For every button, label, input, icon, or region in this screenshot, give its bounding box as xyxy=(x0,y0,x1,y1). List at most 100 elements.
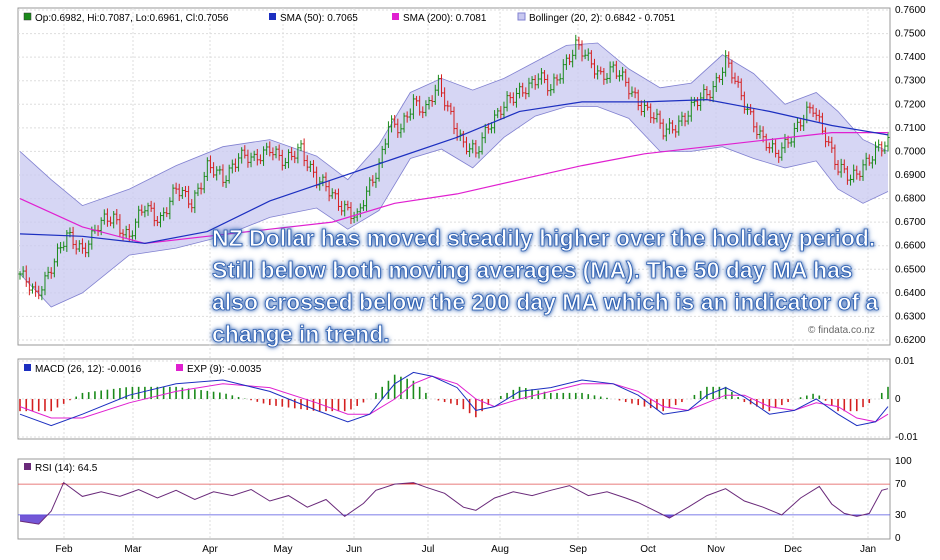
candle xyxy=(468,143,472,157)
candle xyxy=(383,138,387,155)
candle xyxy=(190,199,194,213)
candle xyxy=(886,131,890,152)
candle xyxy=(262,146,266,166)
candle xyxy=(711,80,715,103)
candle xyxy=(237,153,241,172)
watermark: © findata.co.nz xyxy=(808,325,875,336)
month-tick-label: May xyxy=(274,544,293,555)
candle xyxy=(514,87,518,108)
candle xyxy=(27,277,31,296)
bollinger-lower xyxy=(19,106,889,308)
candle xyxy=(112,211,116,229)
legend-macd: MACD (26, 12): -0.0016 xyxy=(35,364,142,375)
rsi-legend: RSI (14): 64.5 xyxy=(24,463,98,474)
candle xyxy=(530,76,534,89)
candle xyxy=(714,72,718,92)
candle xyxy=(758,125,762,139)
candle xyxy=(883,141,887,154)
candle xyxy=(371,175,375,187)
candle xyxy=(46,266,50,280)
candle xyxy=(568,54,572,66)
candle xyxy=(418,95,422,116)
candle xyxy=(721,67,725,86)
candle xyxy=(34,281,38,297)
candle xyxy=(808,102,812,114)
rsi-line xyxy=(19,481,889,525)
candle xyxy=(639,100,643,116)
candle xyxy=(71,226,75,250)
candle xyxy=(199,182,203,195)
annotation-text: NZ Dollar has moved steadily higher over… xyxy=(212,225,879,348)
candle xyxy=(671,120,675,134)
candle xyxy=(346,200,350,211)
candle xyxy=(583,49,587,60)
candle xyxy=(617,70,621,82)
candle xyxy=(336,188,340,211)
candle xyxy=(508,92,512,104)
rsi-series xyxy=(18,481,890,525)
candle xyxy=(321,174,325,187)
legend-ohlc: Op:0.6982, Hi:0.7087, Lo:0.6961, Cl:0.70… xyxy=(35,13,229,24)
candle xyxy=(396,118,400,138)
candle xyxy=(146,202,150,216)
candle xyxy=(702,84,706,102)
candle xyxy=(574,34,578,60)
candle xyxy=(452,106,456,135)
candle xyxy=(630,86,634,97)
candle xyxy=(686,110,690,125)
candle xyxy=(724,50,728,77)
candle xyxy=(287,149,291,169)
price-tick-label: 0.6700 xyxy=(895,217,926,228)
macd-tick-label: 0 xyxy=(895,394,901,405)
candle xyxy=(290,147,294,161)
candle xyxy=(162,207,166,221)
candle xyxy=(230,159,234,174)
candle xyxy=(496,107,500,119)
candle xyxy=(527,77,531,98)
candle xyxy=(377,158,381,182)
candle xyxy=(84,242,88,258)
candle xyxy=(642,99,646,118)
rsi-panel xyxy=(17,458,891,540)
candle xyxy=(180,187,184,199)
candle xyxy=(152,202,156,227)
candle xyxy=(533,75,537,90)
candle xyxy=(599,66,603,75)
candle xyxy=(858,170,862,181)
candle xyxy=(627,77,631,100)
candle xyxy=(739,78,743,101)
candle xyxy=(705,86,709,101)
candle xyxy=(411,94,415,120)
price-tick-label: 0.7000 xyxy=(895,146,926,157)
candle xyxy=(471,139,475,154)
price-tick-label: 0.6300 xyxy=(895,311,926,322)
candle xyxy=(265,142,269,156)
candle xyxy=(386,121,390,148)
candle xyxy=(870,155,874,169)
macd-tick-label: 0.01 xyxy=(895,356,915,367)
candle xyxy=(602,68,606,85)
candle xyxy=(558,73,562,84)
candle xyxy=(358,203,362,218)
bollinger-upper xyxy=(19,42,889,207)
candle xyxy=(461,130,465,148)
macd-line xyxy=(19,371,889,427)
candle xyxy=(430,95,434,107)
candle xyxy=(365,186,369,212)
candle xyxy=(689,96,693,122)
month-tick-label: Apr xyxy=(202,544,218,555)
month-tick-label: Oct xyxy=(640,544,656,555)
candle xyxy=(789,137,793,147)
candle xyxy=(664,123,668,142)
candle xyxy=(658,110,662,129)
candle xyxy=(246,149,250,168)
candle xyxy=(352,211,356,224)
legend-bollinger: Bollinger (20, 2): 0.6842 - 0.7051 xyxy=(529,13,676,24)
candle xyxy=(415,95,419,107)
candle xyxy=(174,182,178,194)
candle xyxy=(502,101,506,120)
price-legend: Op:0.6982, Hi:0.7087, Lo:0.6961, Cl:0.70… xyxy=(23,12,676,24)
month-tick-label: Jul xyxy=(422,544,435,555)
candle xyxy=(874,141,878,165)
